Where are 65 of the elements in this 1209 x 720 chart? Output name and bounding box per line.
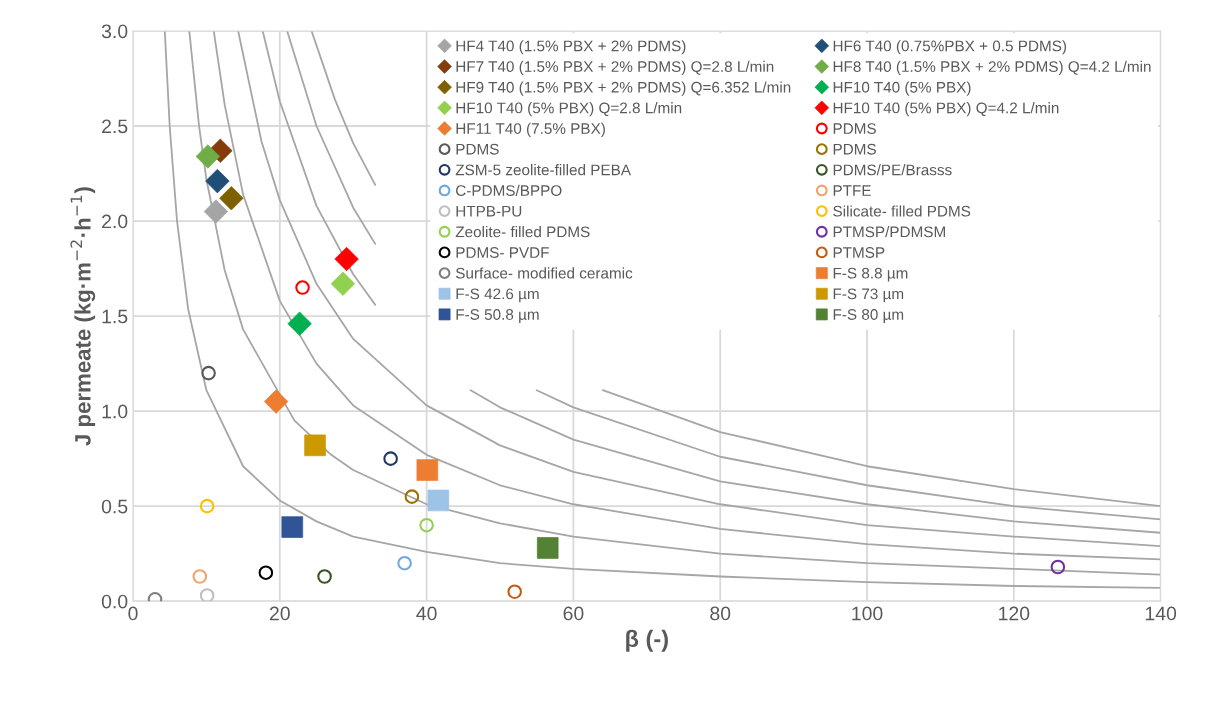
legend-label: HF10 T40 (5% PBX) Q=2.8 L/min [456, 102, 682, 117]
legend-label: F-S 80 µm [833, 309, 904, 323]
x-tick-label: 60 [563, 606, 584, 621]
legend-label: Silicate- filled PDMS [833, 205, 971, 217]
legend-label: HF4 T40 (1.5% PBX + 2% PDMS) [456, 40, 686, 55]
point [334, 246, 359, 272]
legend-label: Zeolite- filled PDMS [455, 226, 590, 238]
point [536, 537, 559, 559]
point [205, 168, 230, 194]
point [419, 517, 434, 533]
point [295, 280, 310, 295]
legend-label: PTMSP [833, 247, 885, 258]
x-tick-label: 140 [1145, 606, 1177, 621]
point [397, 555, 412, 571]
legend-label: F-S 50.8 µm [456, 309, 539, 323]
legend-label: ZSM-5 zeolite-filled PEBA [455, 164, 631, 176]
legend-label: HF11 T40 (7.5% PBX) [456, 122, 605, 137]
y-tick-label: 3.0 [101, 24, 128, 39]
x-tick-label: 120 [999, 606, 1030, 621]
point [199, 498, 215, 514]
point [317, 569, 332, 584]
legend-label: PDMS/PE/Brasss [833, 164, 952, 176]
x-tick-label: 0 [128, 606, 138, 621]
legend-label: PDMS [833, 123, 876, 134]
legend-label: PTMSP/PDMSM [833, 226, 945, 238]
point [1050, 559, 1066, 575]
point [427, 489, 450, 512]
x-tick-label: 100 [852, 606, 883, 621]
point [192, 569, 208, 584]
legend-label: HTPB-PU [456, 205, 522, 217]
point [258, 565, 274, 580]
legend-label: F-S 42.6 µm [456, 288, 539, 303]
y-tick-label: 2.5 [102, 119, 128, 134]
point [203, 199, 229, 224]
legend-label: HF6 T40 (0.75%PBX + 0.5 PDMS) [833, 40, 1067, 55]
legend-label: HF7 T40 (1.5% PBX + 2% PDMS) Q=2.8 L/min [456, 60, 774, 76]
point [199, 588, 215, 602]
y-tick-label: 0.0 [101, 594, 128, 609]
point [507, 584, 522, 599]
y-axis-title: J permeate (kg·m$^{−2}$·h$^{−1}$) [70, 187, 96, 446]
y-tick-label: 2.0 [102, 214, 128, 229]
legend-label: HF9 T40 (1.5% PBX + 2% PDMS) Q=6.352 L/min [456, 81, 791, 96]
x-tick-label: 40 [416, 606, 437, 621]
legend-label: PDMS- PVDF [456, 247, 549, 258]
legend-label: PTFE [833, 185, 871, 196]
x-tick-label: 20 [269, 606, 290, 621]
legend-label: Surface- modified ceramic [455, 267, 633, 279]
point [383, 451, 398, 466]
point [304, 434, 326, 457]
point [263, 389, 289, 414]
legend-label: F-S 73 µm [833, 288, 904, 303]
legend-label: HF10 T40 (5% PBX) [833, 81, 971, 96]
legend-label: PDMS [456, 143, 499, 155]
y-tick-label: 1.0 [102, 404, 128, 419]
y-tick-label: 0.5 [101, 499, 128, 514]
legend-label: C-PDMS/BPPO [456, 184, 562, 196]
x-axis-title: β (-) [626, 629, 668, 652]
point [404, 489, 420, 504]
legend-label: HF8 T40 (1.5% PBX + 2% PDMS) Q=4.2 L/min [833, 60, 1151, 76]
point [201, 365, 216, 381]
legend-label: PDMS [833, 143, 876, 155]
legend-label: F-S 8.8 µm [833, 267, 908, 282]
legend-label: HF10 T40 (5% PBX) Q=4.2 L/min [833, 102, 1059, 117]
y-tick-label: 1.5 [102, 309, 128, 324]
x-tick-label: 80 [710, 606, 731, 621]
